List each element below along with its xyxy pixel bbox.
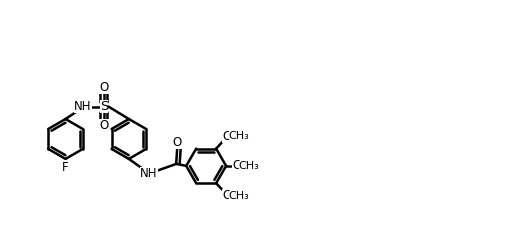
Text: O: O — [233, 159, 242, 172]
Text: O: O — [99, 119, 109, 132]
Text: CH₃: CH₃ — [238, 161, 259, 171]
Text: F: F — [62, 161, 69, 174]
Text: NH: NH — [140, 167, 157, 180]
Text: O: O — [173, 136, 182, 150]
Text: S: S — [100, 100, 108, 113]
Text: NH: NH — [74, 100, 92, 113]
Text: O: O — [99, 81, 109, 94]
Text: O: O — [223, 189, 232, 202]
Text: CH₃: CH₃ — [228, 131, 250, 141]
Text: O: O — [223, 130, 232, 143]
Text: CH₃: CH₃ — [228, 191, 250, 201]
